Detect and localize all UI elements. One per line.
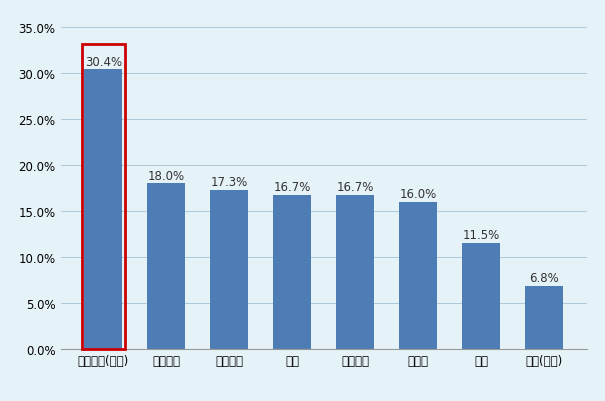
Text: 16.0%: 16.0% [399,187,437,200]
Bar [336,196,374,349]
Text: 16.7%: 16.7% [336,181,374,194]
Bar [462,243,500,349]
Text: 11.5%: 11.5% [462,229,500,242]
Text: 18.0%: 18.0% [148,169,185,182]
Bar [273,196,311,349]
Bar [85,70,122,349]
Bar [211,190,248,349]
Text: 17.3%: 17.3% [211,176,248,188]
Text: 6.8%: 6.8% [529,272,559,285]
Bar [399,202,437,349]
Bar [525,287,563,349]
Bar [148,184,185,349]
Text: 30.4%: 30.4% [85,55,122,69]
Bar [82,45,125,349]
Text: 16.7%: 16.7% [273,181,311,194]
